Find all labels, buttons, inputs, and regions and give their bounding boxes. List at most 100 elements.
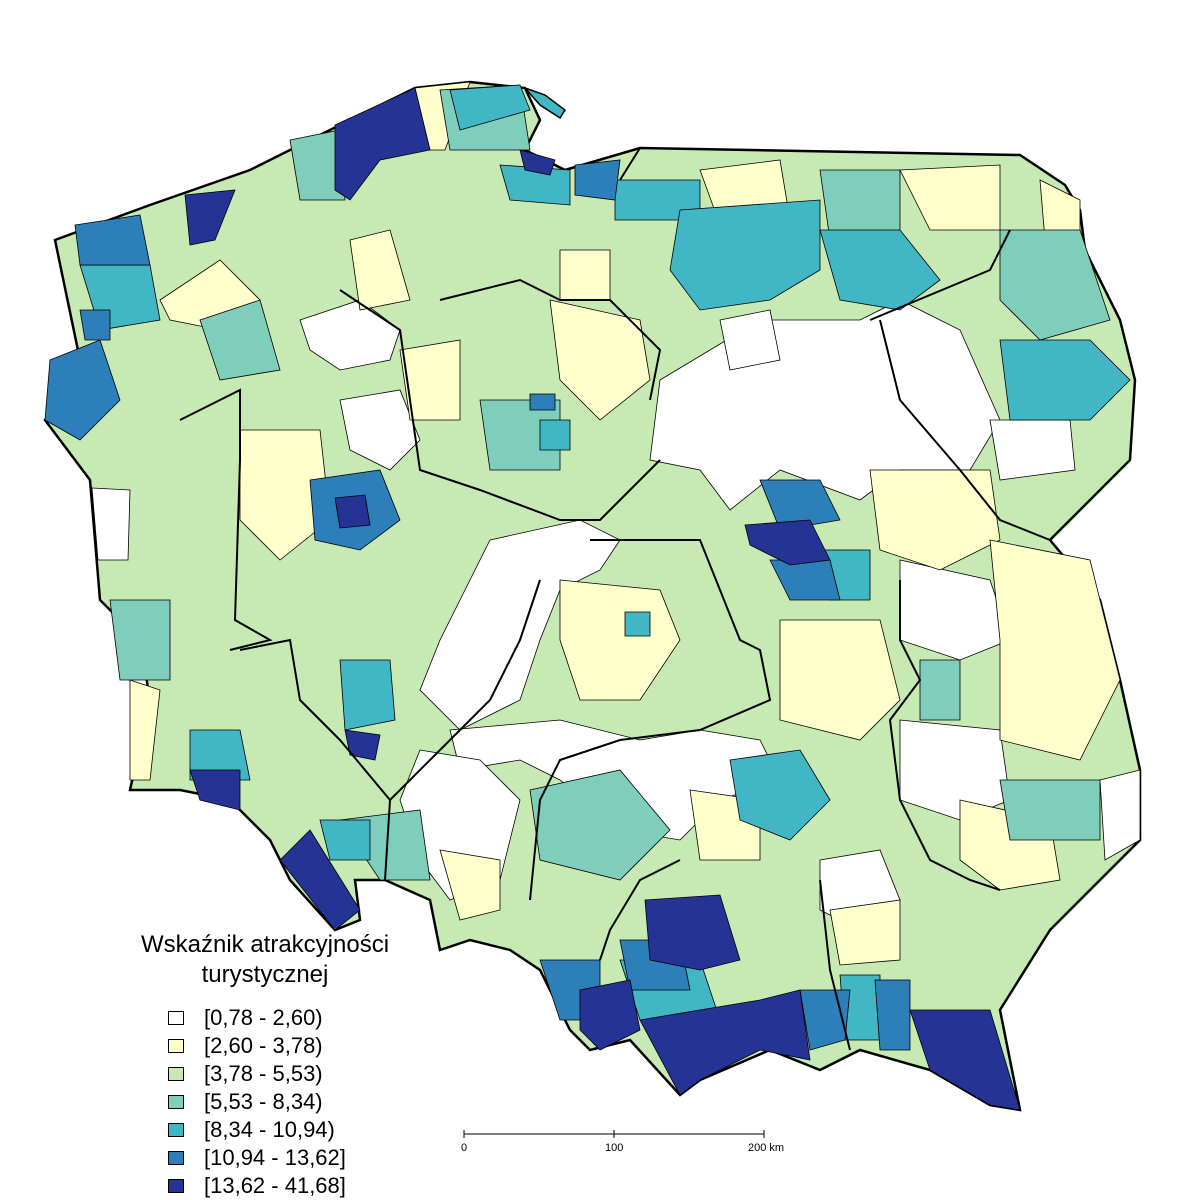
border-segment [239, 638, 391, 801]
legend-swatch [168, 1151, 184, 1165]
region-t5 [109, 599, 171, 681]
region-b1 [74, 214, 151, 266]
region-n2 [184, 189, 236, 246]
region-b11 [79, 309, 111, 341]
legend-item: [8,34 - 10,94) [168, 1116, 420, 1144]
region-y10 [549, 299, 651, 421]
scale-label-100: 100 [605, 1142, 624, 1154]
region-lubelskie-east-white [1099, 769, 1141, 861]
legend-swatch [168, 1011, 184, 1025]
region-c12 [319, 819, 371, 861]
region-t7 [999, 779, 1101, 841]
region-n6 [344, 729, 381, 761]
scale-label-0: 0 [461, 1142, 468, 1154]
legend-swatch [168, 1067, 184, 1081]
border-segment [529, 539, 772, 901]
scale-label-200: 200 km [748, 1142, 785, 1154]
region-n11 [639, 989, 811, 1096]
scale-bar: 0 100 200 km [456, 1126, 816, 1166]
legend-swatch [168, 1179, 184, 1193]
region-y19 [829, 899, 901, 966]
region-n8 [279, 829, 361, 931]
region-y18 [439, 849, 501, 921]
border-segment [879, 319, 1051, 541]
border-segment [619, 147, 641, 181]
legend-swatch [168, 1039, 184, 1053]
region-b12 [529, 393, 556, 411]
region-b2 [44, 339, 121, 441]
legend-item: [0,78 - 2,60) [168, 1004, 420, 1032]
region-t10 [199, 299, 281, 381]
region-t4 [999, 229, 1111, 341]
region-c5 [669, 199, 821, 311]
legend-item: [3,78 - 5,53) [168, 1060, 420, 1088]
legend-item: [2,60 - 3,78) [168, 1032, 420, 1060]
legend-swatch [168, 1095, 184, 1109]
border-segment [599, 859, 681, 961]
region-lodz-white [339, 389, 421, 471]
region-y14 [989, 539, 1121, 761]
region-n1 [334, 87, 431, 201]
region-n5 [744, 519, 831, 566]
region-south-central-white [419, 519, 621, 731]
region-n9 [579, 979, 641, 1051]
region-b10 [874, 979, 911, 1051]
region-lublin-white [899, 719, 1011, 821]
legend-label: [13,62 - 41,68] [204, 1173, 346, 1198]
scale-bar-line [463, 1130, 765, 1138]
region-n3 [519, 149, 556, 176]
border-segment [869, 229, 1011, 321]
legend-label: [0,78 - 2,60) [204, 1005, 323, 1030]
region-y11 [559, 579, 681, 701]
region-n10 [644, 894, 741, 971]
region-y8 [239, 429, 331, 561]
legend-title: Wskaźnik atrakcyjności turystycznej [120, 930, 410, 990]
legend-label: [8,34 - 10,94) [204, 1117, 335, 1142]
region-n12 [909, 1009, 1021, 1111]
legend-item: [10,94 - 13,62] [168, 1144, 420, 1172]
region-t1 [289, 129, 346, 201]
region-west-white [91, 487, 131, 561]
region-podl-white [989, 419, 1076, 481]
voivodeship-borders [179, 147, 1051, 1051]
region-north-white [719, 309, 781, 371]
map-legend: Wskaźnik atrakcyjności turystycznej [0,7… [120, 930, 420, 1200]
region-y13 [869, 469, 1001, 571]
legend-swatch [168, 1123, 184, 1137]
border-segment [339, 289, 661, 521]
region-n7 [189, 769, 241, 811]
region-c8 [339, 659, 396, 731]
region-b9 [799, 989, 851, 1051]
legend-item: [5,53 - 8,34) [168, 1088, 420, 1116]
region-b5 [759, 479, 841, 531]
legend-title-line1: Wskaźnik atrakcyjności [140, 931, 390, 958]
legend-label: [5,53 - 8,34) [204, 1089, 323, 1114]
legend-label: [10,94 - 13,62] [204, 1145, 346, 1170]
region-y2 [349, 229, 411, 311]
region-y12 [779, 619, 901, 741]
legend-label: [2,60 - 3,78) [204, 1033, 323, 1058]
border-segment [439, 278, 662, 401]
border-segment [179, 388, 273, 651]
region-t6 [529, 769, 671, 881]
region-c7 [999, 339, 1131, 421]
legend-item: [13,62 - 41,68] [168, 1172, 420, 1200]
border-segment [888, 580, 1001, 891]
region-c11 [189, 729, 251, 781]
legend-title-line2: turystycznej [201, 961, 329, 988]
border-segment [819, 879, 851, 1051]
region-y9 [399, 339, 461, 421]
region-n4 [334, 494, 371, 529]
region-c15 [539, 419, 571, 451]
region-b3 [574, 159, 621, 201]
region-t3 [819, 169, 901, 241]
region-y17 [129, 679, 161, 781]
hel-peninsula [522, 86, 567, 120]
region-c9 [729, 749, 831, 841]
region-t9 [919, 659, 961, 721]
region-y4 [559, 249, 611, 301]
region-c1 [449, 84, 531, 131]
region-c6 [819, 229, 941, 311]
regions [44, 81, 1141, 1111]
